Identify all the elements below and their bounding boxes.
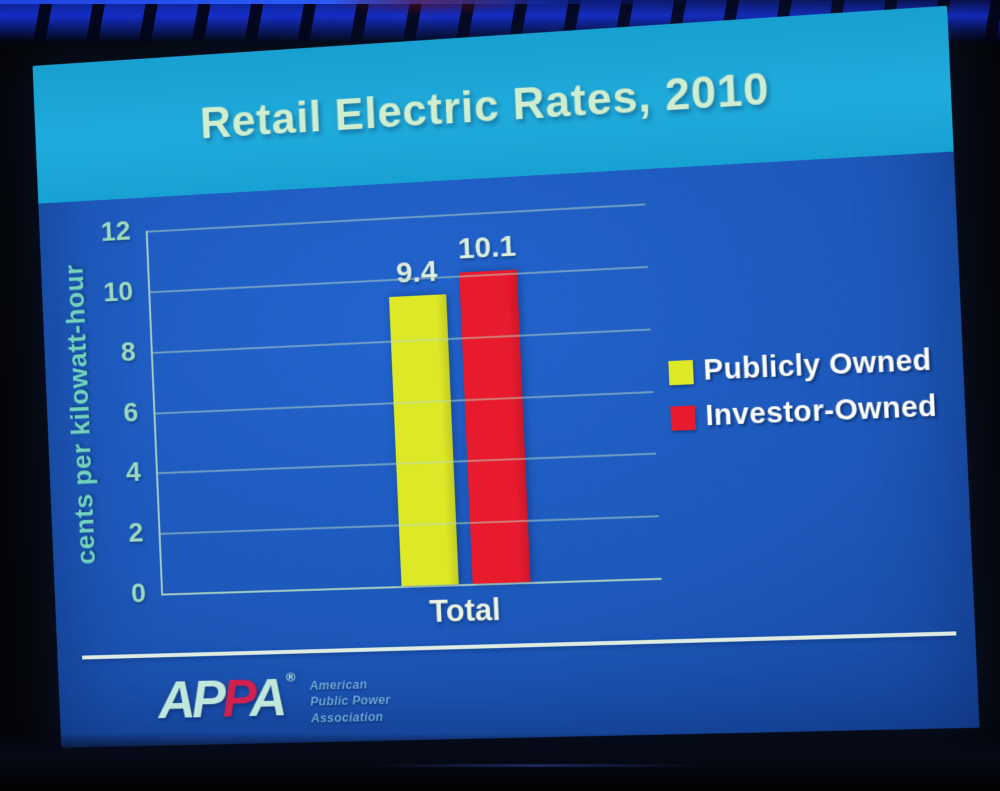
slide-footer: APPA® American Public Power Association	[157, 668, 391, 730]
org-line-1: American	[309, 677, 368, 693]
category-label: Total	[428, 591, 502, 630]
bar-value-publicly-owned: 9.4	[395, 255, 438, 291]
legend-swatch-publicly-owned	[668, 359, 694, 385]
appa-letter-3: P	[221, 668, 251, 729]
appa-logo: APPA®	[157, 668, 297, 730]
bar-investor-owned: 10.1	[457, 229, 531, 584]
stage-floor-glow	[370, 764, 700, 767]
legend: Publicly Owned Investor-Owned	[668, 344, 938, 447]
y-tick-label-10: 10	[102, 275, 134, 308]
y-tick-label-12: 12	[100, 215, 132, 248]
divider-line	[82, 631, 957, 660]
stage-floor-shadow	[0, 733, 1000, 791]
registered-mark-icon: ®	[285, 669, 296, 685]
y-tick-label-8: 8	[120, 336, 137, 368]
appa-letter-4: A	[248, 667, 285, 728]
legend-item-publicly-owned: Publicly Owned	[668, 344, 936, 389]
slide-title: Retail Electric Rates, 2010	[199, 64, 771, 149]
y-tick-label-0: 0	[130, 577, 147, 609]
legend-swatch-investor-owned	[670, 404, 696, 431]
slide: Retail Electric Rates, 2010 cents per ki…	[32, 5, 980, 748]
appa-org-name: American Public Power Association	[309, 676, 391, 726]
org-line-3: Association	[310, 709, 384, 725]
plot-area: 9.4 10.1	[145, 203, 662, 596]
y-axis-ticks: 12 10 8 6 4 2 0	[64, 215, 150, 608]
legend-label-investor-owned: Investor-Owned	[704, 390, 938, 433]
legend-label-publicly-owned: Publicly Owned	[702, 344, 933, 387]
appa-letter-2: P	[190, 669, 224, 730]
appa-letter-1: A	[156, 670, 193, 730]
org-line-2: Public Power	[309, 693, 391, 709]
y-tick-label-2: 2	[127, 517, 144, 549]
appa-logo-letters: APPA	[157, 668, 285, 730]
legend-item-investor-owned: Investor-Owned	[670, 390, 938, 435]
bar-value-investor-owned: 10.1	[457, 229, 517, 266]
y-tick-label-4: 4	[125, 456, 142, 488]
y-tick-label-6: 6	[122, 396, 139, 428]
stage-object	[325, 0, 535, 16]
gridline-12	[147, 203, 646, 233]
